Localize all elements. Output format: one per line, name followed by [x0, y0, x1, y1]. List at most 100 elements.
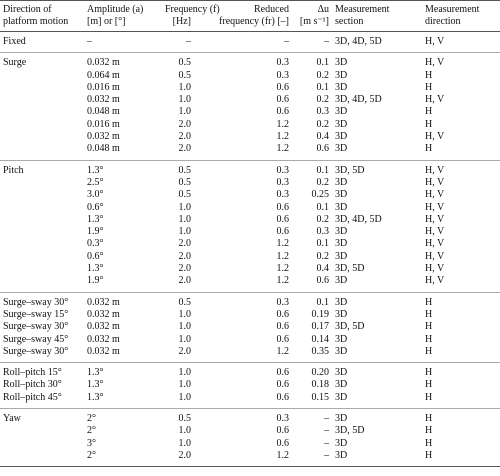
cell: 0.6 — [276, 379, 290, 391]
row-group: Surge–sway 30° 0.032 m 0.5 0.3 0.1 3D H Surge–s… — [0, 291, 500, 363]
cell: 2° — [87, 425, 96, 437]
cell: H, V — [425, 36, 445, 47]
header-cell: Amplitude (a) [m] or [°] — [84, 0, 162, 32]
cell: 1.0 — [178, 226, 192, 238]
cell: – — [324, 449, 329, 461]
cell: 3D, 5D — [332, 159, 422, 177]
cell: 1.2 — [276, 131, 290, 143]
cell: 1.2 — [276, 118, 290, 130]
header-line: platform motion — [3, 16, 69, 27]
cell: H — [425, 391, 433, 403]
cell: H, V — [425, 263, 445, 275]
cell: 0.6 — [276, 226, 290, 238]
header-cell: Reduced frequency (fr) [–] — [194, 0, 292, 32]
row-group: Fixed – – – –3D, 4D, 5D H, V — [0, 32, 500, 53]
cell: 3D — [335, 449, 348, 461]
cell: 1.2 — [276, 250, 290, 262]
header-cell: Frequency (f) [Hz] — [162, 0, 220, 32]
cell: 0.6 — [276, 437, 290, 449]
cell: H — [425, 106, 433, 118]
cell: 0.6 — [276, 201, 290, 213]
cell: 0.18 — [311, 379, 330, 391]
table-row: 0.3° 2.0 1.2 0.1 3D H, V — [0, 238, 500, 250]
cell: 0.3 — [316, 226, 330, 238]
cell: H — [425, 69, 433, 81]
cell: 0.2 — [316, 213, 330, 225]
cell: 0.6 — [276, 308, 290, 320]
cell: 0.35 — [311, 345, 330, 357]
cell — [0, 119, 84, 131]
cell: 3D — [335, 250, 348, 262]
cell: 3D — [335, 189, 348, 201]
cell — [0, 214, 84, 226]
cell: Surge — [0, 52, 84, 70]
cell: 0.6 — [276, 321, 290, 333]
cell: 0.1 — [316, 238, 330, 250]
table-row: Yaw 2° 0.5 0.3–3D H — [0, 408, 500, 426]
cell: 2.0 — [178, 449, 192, 461]
cell: 1.2 — [276, 345, 290, 357]
cell: 0.25 — [311, 189, 330, 201]
cell: 3D — [335, 131, 348, 143]
table-row: 3° 1.0 0.6 –3D H — [0, 438, 500, 450]
cell: 0.2 — [316, 176, 330, 188]
cell: 3D — [335, 106, 348, 118]
cell: Roll–pitch 30° — [3, 379, 62, 391]
cell: H, V — [425, 131, 445, 143]
cell: Roll–pitch 45° — [3, 391, 62, 403]
header-line: Measurement — [335, 4, 390, 15]
header-cell: Measurement section — [332, 0, 422, 32]
cell: 1.0 — [178, 321, 192, 333]
cell: 3D, 5D — [335, 263, 365, 275]
cell: H — [425, 449, 433, 461]
row-group: Pitch 1.3° 0.5 0.3 0.1 3D, 5D H, V 2.5° 0.5 0.3 0.… — [0, 159, 500, 292]
cell: 0.3 — [276, 69, 290, 81]
table-row: 0.032 m 2.0 1.2 0.4 3D H, V — [0, 131, 500, 143]
cell: H — [422, 408, 500, 426]
cell: – — [324, 425, 329, 437]
table-row: Surge–sway 30° 0.032 m 2.0 1.2 0.35 3D H — [0, 346, 500, 363]
cell: – — [324, 437, 329, 449]
cell: 0.6 — [276, 81, 290, 93]
header-line: [m] or [°] — [87, 16, 126, 27]
cell: 0.032 m — [87, 333, 120, 345]
cell: 0.1 — [292, 52, 332, 70]
header-cell: Δu [m s⁻¹] — [292, 0, 332, 32]
cell: Pitch — [0, 159, 84, 177]
header-line: [Hz] — [172, 16, 191, 27]
cell: 0.3° — [87, 238, 104, 250]
table-row: Surge–sway 45° 0.032 m 1.0 0.6 0.14 3D H — [0, 334, 500, 346]
cell: 0.3 — [194, 52, 292, 70]
table-row: 3.0° 0.5 0.3 0.25 3D H, V — [0, 189, 500, 201]
cell: 1.0 — [178, 81, 192, 93]
table-row: Roll–pitch 30° 1.3° 1.0 0.6 0.18 3D H — [0, 379, 500, 391]
table-row: 0.6° 1.0 0.6 0.1 3D H, V — [0, 202, 500, 214]
cell: 3.0° — [87, 189, 104, 201]
cell: 3D — [335, 143, 348, 155]
cell: Surge–sway 30° — [0, 291, 84, 309]
header-line: Direction of — [3, 4, 52, 15]
table-row: 0.064 m 0.5 0.3 0.2 3D H — [0, 70, 500, 82]
cell: Roll–pitch 15° — [0, 362, 84, 380]
header-line: [m s⁻¹] — [299, 16, 329, 27]
cell: 1.3° — [84, 159, 162, 177]
cell: 1.3° — [87, 213, 104, 225]
cell: H, V — [425, 213, 445, 225]
cell: 3D — [332, 52, 422, 70]
cell: 3D — [335, 69, 348, 81]
cell: 0.4 — [316, 131, 330, 143]
cell: 0.6 — [276, 213, 290, 225]
cell — [0, 275, 84, 292]
cell: 0.048 m — [87, 106, 120, 118]
cell: H, V — [422, 52, 500, 70]
cell: 0.14 — [311, 333, 330, 345]
cell: 0.016 m — [87, 81, 120, 93]
cell: 3D — [335, 275, 348, 287]
cell: Surge–sway 30° — [3, 321, 69, 333]
header-line: Frequency (f) — [165, 4, 220, 15]
cell: 1.0 — [178, 425, 192, 437]
cell: 0.2 — [316, 69, 330, 81]
cell: 0.1 — [316, 201, 330, 213]
cell: 0.032 m — [87, 321, 120, 333]
